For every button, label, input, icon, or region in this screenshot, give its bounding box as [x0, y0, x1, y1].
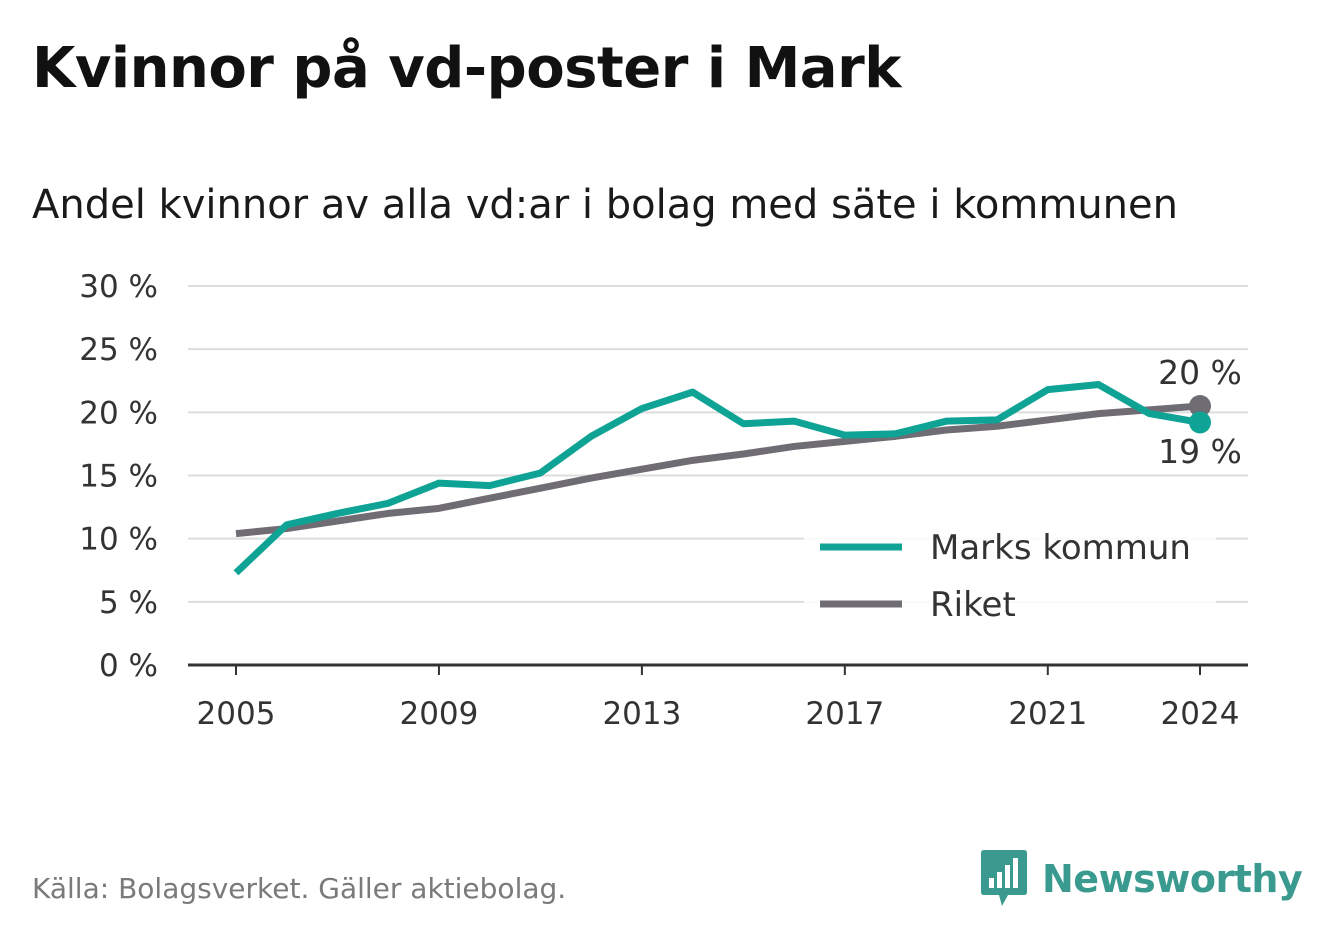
y-tick-label: 15 % — [79, 459, 158, 495]
series-end-point — [1189, 395, 1211, 418]
y-tick-label: 20 % — [79, 395, 158, 431]
x-tick-label: 2013 — [602, 696, 681, 732]
legend-label: Riket — [930, 585, 1016, 625]
series-end-label: 20 % — [1158, 353, 1242, 392]
series-line-marks-kommun — [233, 381, 1201, 576]
series-end-point — [1189, 411, 1211, 434]
x-tick-label: 2017 — [805, 696, 884, 732]
series-end-label: 19 % — [1158, 432, 1242, 471]
source-note: Källa: Bolagsverket. Gäller aktiebolag. — [32, 872, 567, 905]
x-tick-label: 2021 — [1008, 696, 1087, 732]
y-tick-label: 0 % — [99, 648, 158, 684]
x-tick-label: 2005 — [197, 696, 276, 732]
y-tick-label: 30 % — [79, 269, 158, 305]
brand-name: Newsworthy — [1042, 857, 1303, 901]
y-tick-label: 10 % — [79, 522, 158, 558]
chart-subtitle: Andel kvinnor av alla vd:ar i bolag med … — [32, 182, 1178, 228]
brand-logo: Newsworthy — [980, 848, 1303, 910]
y-tick-label: 5 % — [99, 585, 158, 621]
line-chart: 0 % 5 % 10 % 15 % 20 % 25 % 30 % 2005 2009 2013 20… — [79, 269, 1248, 732]
series-line-riket — [235, 402, 1201, 538]
x-tick-label: 2009 — [399, 696, 478, 732]
legend-label: Marks kommun — [930, 528, 1191, 568]
y-tick-label: 25 % — [79, 332, 158, 368]
chart-title: Kvinnor på vd-poster i Mark — [32, 36, 901, 101]
bar-chart-logo-icon — [981, 850, 1027, 906]
x-tick-label: 2024 — [1161, 696, 1240, 732]
